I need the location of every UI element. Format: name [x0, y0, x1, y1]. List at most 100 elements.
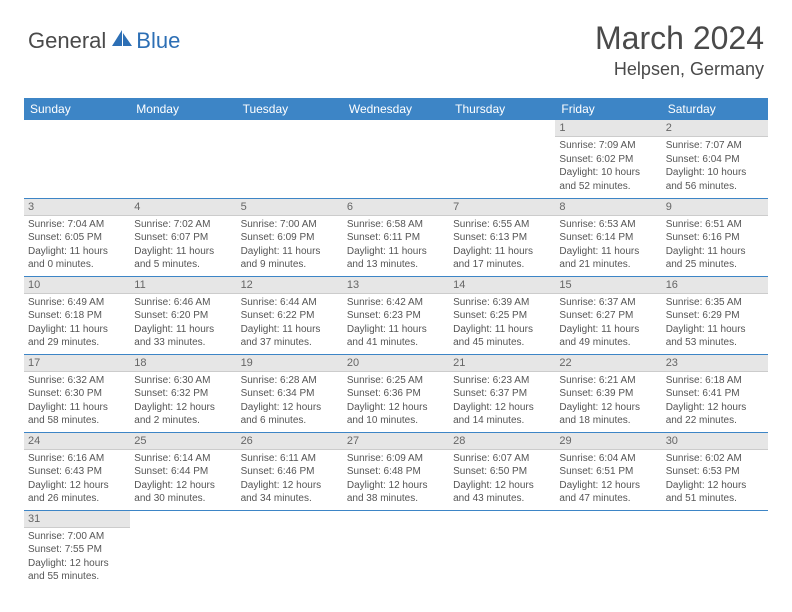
sunset-text: Sunset: 6:29 PM	[666, 309, 764, 323]
sunrise-text: Sunrise: 6:49 AM	[28, 296, 126, 310]
sunrise-text: Sunrise: 6:23 AM	[453, 374, 551, 388]
day-content: Sunrise: 6:35 AMSunset: 6:29 PMDaylight:…	[662, 294, 768, 352]
day-content: Sunrise: 6:25 AMSunset: 6:36 PMDaylight:…	[343, 372, 449, 430]
sunset-text: Sunset: 6:23 PM	[347, 309, 445, 323]
day-content: Sunrise: 6:21 AMSunset: 6:39 PMDaylight:…	[555, 372, 661, 430]
calendar-cell: 17Sunrise: 6:32 AMSunset: 6:30 PMDayligh…	[24, 354, 130, 432]
weekday-header: Saturday	[662, 98, 768, 120]
daylight-text: Daylight: 11 hours and 9 minutes.	[241, 245, 339, 272]
day-number: 31	[24, 511, 130, 528]
sunrise-text: Sunrise: 6:02 AM	[666, 452, 764, 466]
calendar-cell	[449, 120, 555, 198]
day-number: 21	[449, 355, 555, 372]
day-content: Sunrise: 7:02 AMSunset: 6:07 PMDaylight:…	[130, 216, 236, 274]
day-content: Sunrise: 6:23 AMSunset: 6:37 PMDaylight:…	[449, 372, 555, 430]
sunrise-text: Sunrise: 6:28 AM	[241, 374, 339, 388]
sunset-text: Sunset: 6:09 PM	[241, 231, 339, 245]
calendar-cell	[237, 510, 343, 588]
calendar-cell: 21Sunrise: 6:23 AMSunset: 6:37 PMDayligh…	[449, 354, 555, 432]
day-content: Sunrise: 6:39 AMSunset: 6:25 PMDaylight:…	[449, 294, 555, 352]
calendar-cell	[130, 120, 236, 198]
daylight-text: Daylight: 12 hours and 51 minutes.	[666, 479, 764, 506]
day-content: Sunrise: 6:51 AMSunset: 6:16 PMDaylight:…	[662, 216, 768, 274]
calendar-cell: 18Sunrise: 6:30 AMSunset: 6:32 PMDayligh…	[130, 354, 236, 432]
sunset-text: Sunset: 6:27 PM	[559, 309, 657, 323]
calendar-cell: 13Sunrise: 6:42 AMSunset: 6:23 PMDayligh…	[343, 276, 449, 354]
sunset-text: Sunset: 7:55 PM	[28, 543, 126, 557]
sunrise-text: Sunrise: 6:11 AM	[241, 452, 339, 466]
logo: General Blue	[28, 28, 180, 54]
day-content: Sunrise: 6:37 AMSunset: 6:27 PMDaylight:…	[555, 294, 661, 352]
calendar-cell	[343, 120, 449, 198]
sunset-text: Sunset: 6:48 PM	[347, 465, 445, 479]
day-number: 20	[343, 355, 449, 372]
sunrise-text: Sunrise: 7:07 AM	[666, 139, 764, 153]
sunset-text: Sunset: 6:44 PM	[134, 465, 232, 479]
day-number: 28	[449, 433, 555, 450]
calendar-cell: 3Sunrise: 7:04 AMSunset: 6:05 PMDaylight…	[24, 198, 130, 276]
day-content: Sunrise: 6:07 AMSunset: 6:50 PMDaylight:…	[449, 450, 555, 508]
header: General Blue March 2024 Helpsen, Germany	[0, 0, 792, 88]
weekday-header: Monday	[130, 98, 236, 120]
logo-sail-icon	[110, 28, 134, 48]
sunrise-text: Sunrise: 6:35 AM	[666, 296, 764, 310]
sunset-text: Sunset: 6:05 PM	[28, 231, 126, 245]
weekday-header: Wednesday	[343, 98, 449, 120]
daylight-text: Daylight: 11 hours and 29 minutes.	[28, 323, 126, 350]
day-content: Sunrise: 6:49 AMSunset: 6:18 PMDaylight:…	[24, 294, 130, 352]
calendar-cell: 24Sunrise: 6:16 AMSunset: 6:43 PMDayligh…	[24, 432, 130, 510]
calendar-cell: 6Sunrise: 6:58 AMSunset: 6:11 PMDaylight…	[343, 198, 449, 276]
title-block: March 2024 Helpsen, Germany	[595, 20, 764, 80]
calendar-cell: 11Sunrise: 6:46 AMSunset: 6:20 PMDayligh…	[130, 276, 236, 354]
location: Helpsen, Germany	[595, 59, 764, 80]
day-number: 6	[343, 199, 449, 216]
day-number: 29	[555, 433, 661, 450]
calendar-row: 3Sunrise: 7:04 AMSunset: 6:05 PMDaylight…	[24, 198, 768, 276]
calendar-cell	[343, 510, 449, 588]
calendar-cell: 10Sunrise: 6:49 AMSunset: 6:18 PMDayligh…	[24, 276, 130, 354]
calendar-cell: 1Sunrise: 7:09 AMSunset: 6:02 PMDaylight…	[555, 120, 661, 198]
sunrise-text: Sunrise: 7:00 AM	[241, 218, 339, 232]
daylight-text: Daylight: 12 hours and 30 minutes.	[134, 479, 232, 506]
sunset-text: Sunset: 6:36 PM	[347, 387, 445, 401]
daylight-text: Daylight: 11 hours and 58 minutes.	[28, 401, 126, 428]
sunset-text: Sunset: 6:46 PM	[241, 465, 339, 479]
calendar-cell: 2Sunrise: 7:07 AMSunset: 6:04 PMDaylight…	[662, 120, 768, 198]
daylight-text: Daylight: 11 hours and 33 minutes.	[134, 323, 232, 350]
calendar-body: 1Sunrise: 7:09 AMSunset: 6:02 PMDaylight…	[24, 120, 768, 588]
sunrise-text: Sunrise: 7:00 AM	[28, 530, 126, 544]
day-content: Sunrise: 7:07 AMSunset: 6:04 PMDaylight:…	[662, 137, 768, 195]
daylight-text: Daylight: 12 hours and 10 minutes.	[347, 401, 445, 428]
sunset-text: Sunset: 6:07 PM	[134, 231, 232, 245]
day-number: 5	[237, 199, 343, 216]
sunrise-text: Sunrise: 6:30 AM	[134, 374, 232, 388]
day-number: 22	[555, 355, 661, 372]
sunrise-text: Sunrise: 6:09 AM	[347, 452, 445, 466]
daylight-text: Daylight: 11 hours and 25 minutes.	[666, 245, 764, 272]
calendar-row: 10Sunrise: 6:49 AMSunset: 6:18 PMDayligh…	[24, 276, 768, 354]
daylight-text: Daylight: 10 hours and 56 minutes.	[666, 166, 764, 193]
sunset-text: Sunset: 6:32 PM	[134, 387, 232, 401]
sunrise-text: Sunrise: 6:18 AM	[666, 374, 764, 388]
day-number: 9	[662, 199, 768, 216]
day-content: Sunrise: 6:14 AMSunset: 6:44 PMDaylight:…	[130, 450, 236, 508]
calendar-cell: 4Sunrise: 7:02 AMSunset: 6:07 PMDaylight…	[130, 198, 236, 276]
sunset-text: Sunset: 6:39 PM	[559, 387, 657, 401]
daylight-text: Daylight: 11 hours and 5 minutes.	[134, 245, 232, 272]
calendar-cell: 5 Sunrise: 7:00 AMSunset: 6:09 PMDaylight…	[237, 198, 343, 276]
calendar-row: 31 Sunrise: 7:00 AMSunset: 7:55 PMDayligh…	[24, 510, 768, 588]
sunset-text: Sunset: 6:43 PM	[28, 465, 126, 479]
day-content: Sunrise: 6:46 AMSunset: 6:20 PMDaylight:…	[130, 294, 236, 352]
sunset-text: Sunset: 6:04 PM	[666, 153, 764, 167]
daylight-text: Daylight: 12 hours and 55 minutes.	[28, 557, 126, 584]
logo-text-general: General	[28, 28, 106, 54]
day-number: 12	[237, 277, 343, 294]
calendar-cell	[555, 510, 661, 588]
calendar-cell: 30Sunrise: 6:02 AMSunset: 6:53 PMDayligh…	[662, 432, 768, 510]
day-number: 23	[662, 355, 768, 372]
calendar-cell	[24, 120, 130, 198]
sunset-text: Sunset: 6:34 PM	[241, 387, 339, 401]
logo-text-blue: Blue	[136, 28, 180, 54]
daylight-text: Daylight: 12 hours and 22 minutes.	[666, 401, 764, 428]
day-content: Sunrise: 6:44 AMSunset: 6:22 PMDaylight:…	[237, 294, 343, 352]
